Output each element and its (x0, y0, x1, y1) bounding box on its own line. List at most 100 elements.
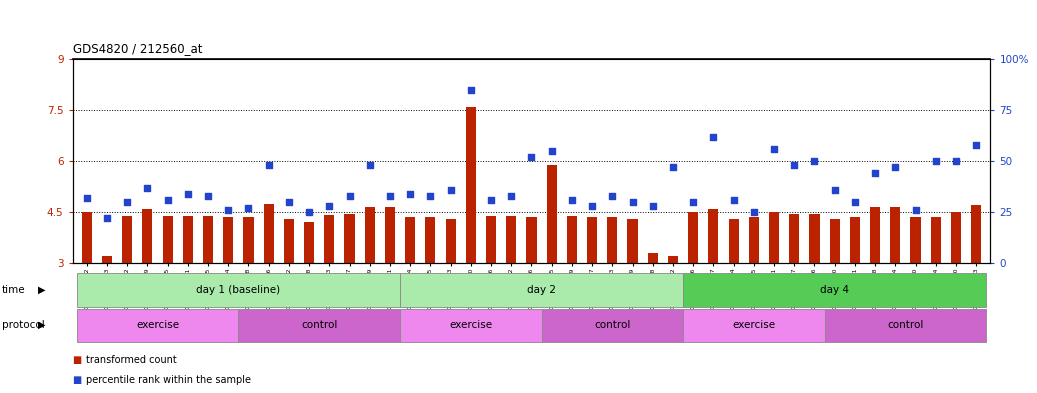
Point (463, 86, 479, 93)
Point (684, 199, 701, 205)
Text: exercise: exercise (136, 320, 179, 330)
Bar (587, 217, 597, 263)
Bar (850, 217, 860, 263)
Point (79, 195, 95, 201)
Bar (689, 212, 698, 263)
Bar (971, 206, 981, 263)
Point (503, 193, 520, 199)
Text: exercise: exercise (449, 320, 493, 330)
Bar (870, 207, 880, 263)
Point (644, 203, 661, 209)
Bar (344, 214, 355, 263)
Bar (82, 212, 92, 263)
Text: transformed count: transformed count (86, 355, 177, 365)
Point (563, 197, 580, 203)
Bar (810, 214, 819, 263)
Point (321, 203, 338, 209)
Bar (263, 204, 274, 263)
Point (382, 193, 398, 199)
Text: exercise: exercise (732, 320, 776, 330)
Point (665, 164, 681, 171)
Bar (163, 216, 172, 263)
Bar (930, 217, 941, 263)
Point (907, 207, 924, 213)
Text: day 2: day 2 (527, 285, 556, 295)
Bar (951, 212, 961, 263)
Point (443, 187, 459, 193)
Point (765, 146, 782, 152)
Bar (506, 216, 516, 263)
Point (362, 162, 379, 168)
Bar (769, 212, 779, 263)
Point (99, 215, 115, 222)
Point (867, 170, 884, 176)
Text: time: time (2, 285, 26, 295)
Point (846, 199, 863, 205)
Text: ■: ■ (73, 375, 82, 385)
Bar (365, 207, 374, 263)
Point (584, 203, 600, 209)
Point (301, 209, 317, 215)
Bar (400, 309, 541, 342)
Bar (541, 309, 683, 342)
Bar (683, 309, 824, 342)
Point (341, 193, 358, 199)
Bar (466, 107, 476, 263)
Point (948, 158, 964, 164)
Bar (142, 209, 152, 263)
Point (402, 191, 419, 197)
Point (806, 158, 822, 164)
Text: control: control (888, 320, 924, 330)
Point (281, 199, 298, 205)
Bar (729, 219, 738, 263)
Bar (223, 217, 233, 263)
Point (241, 205, 257, 211)
Point (483, 197, 500, 203)
Point (160, 197, 176, 203)
Point (927, 158, 944, 164)
Point (179, 191, 196, 197)
Bar (385, 207, 395, 263)
Bar (239, 309, 400, 342)
Text: ▶: ▶ (38, 285, 46, 295)
Text: control: control (594, 320, 630, 330)
Point (139, 185, 156, 191)
Bar (425, 217, 436, 263)
Point (887, 164, 903, 171)
Point (746, 209, 762, 215)
Bar (325, 215, 334, 263)
Bar (244, 217, 253, 263)
Point (826, 187, 843, 193)
Point (624, 199, 641, 205)
Bar (608, 217, 617, 263)
Bar (546, 165, 557, 263)
Bar (567, 216, 577, 263)
Bar (102, 257, 112, 263)
Text: day 4: day 4 (820, 285, 849, 295)
Bar (708, 209, 719, 263)
Point (543, 148, 560, 154)
Point (968, 141, 984, 148)
Bar (486, 216, 496, 263)
Text: GDS4820 / 212560_at: GDS4820 / 212560_at (73, 42, 202, 55)
Text: percentile rank within the sample: percentile rank within the sample (86, 375, 251, 385)
Point (725, 197, 741, 203)
Bar (400, 273, 683, 307)
Bar (183, 216, 193, 263)
Bar (627, 219, 638, 263)
Bar (203, 216, 213, 263)
Bar (304, 222, 314, 263)
Bar (830, 219, 840, 263)
Text: ■: ■ (73, 355, 82, 365)
Text: control: control (301, 320, 337, 330)
Bar (789, 214, 800, 263)
Bar (648, 253, 657, 263)
Text: ▶: ▶ (38, 320, 46, 330)
Bar (891, 207, 900, 263)
Text: day 1 (baseline): day 1 (baseline) (196, 285, 280, 295)
Point (786, 162, 803, 168)
Point (220, 207, 236, 213)
Point (523, 154, 539, 160)
Bar (668, 257, 678, 263)
Bar (683, 273, 986, 307)
